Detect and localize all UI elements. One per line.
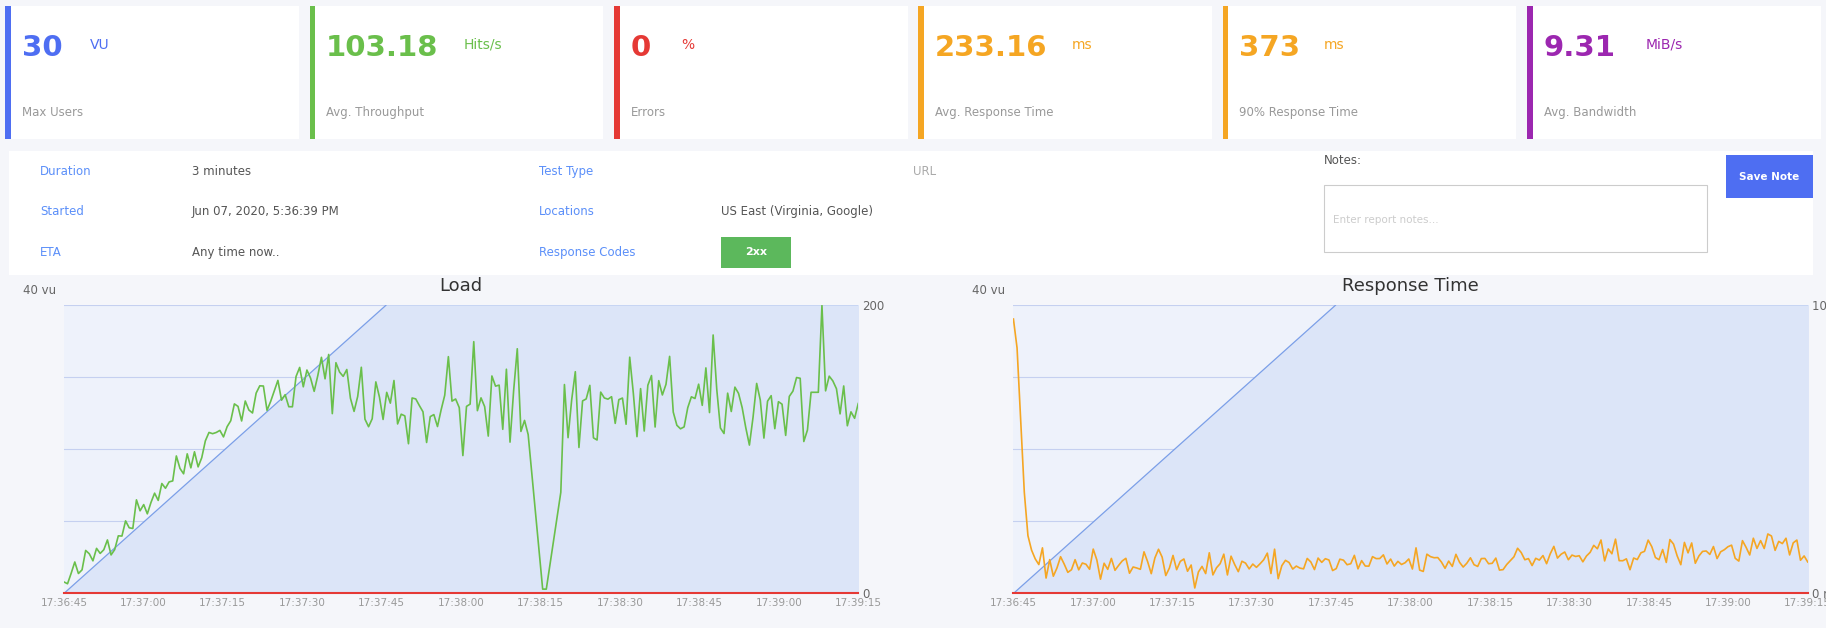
- Bar: [1223, 6, 1516, 139]
- Text: 0: 0: [630, 34, 650, 62]
- Bar: [721, 237, 791, 268]
- Text: 3 minutes: 3 minutes: [192, 165, 250, 178]
- Title: Response Time: Response Time: [1342, 277, 1479, 295]
- Text: MiB/s: MiB/s: [1645, 38, 1684, 51]
- Text: Locations: Locations: [539, 205, 595, 219]
- Bar: [614, 6, 619, 139]
- Bar: [5, 6, 299, 139]
- Text: 373: 373: [1240, 34, 1300, 62]
- Text: Started: Started: [40, 205, 84, 219]
- Text: Avg. Response Time: Avg. Response Time: [935, 106, 1054, 119]
- Bar: [5, 6, 11, 139]
- Text: 30: 30: [22, 34, 62, 62]
- Text: 9.31: 9.31: [1543, 34, 1616, 62]
- Text: Jun 07, 2020, 5:36:39 PM: Jun 07, 2020, 5:36:39 PM: [192, 205, 340, 219]
- Text: ms: ms: [1324, 38, 1344, 51]
- Text: 90% Response Time: 90% Response Time: [1240, 106, 1359, 119]
- Bar: [1324, 185, 1707, 252]
- Text: Duration: Duration: [40, 165, 91, 178]
- Text: Any time now..: Any time now..: [192, 246, 279, 259]
- Bar: [1527, 6, 1821, 139]
- Bar: [614, 6, 908, 139]
- Text: VU: VU: [89, 38, 110, 51]
- Text: Avg. Throughput: Avg. Throughput: [327, 106, 424, 119]
- Text: Notes:: Notes:: [1324, 154, 1362, 167]
- Bar: [1527, 6, 1532, 139]
- Text: 40 vu: 40 vu: [973, 284, 1006, 298]
- Bar: [310, 6, 316, 139]
- Text: US East (Virginia, Google): US East (Virginia, Google): [721, 205, 873, 219]
- Text: %: %: [681, 38, 694, 51]
- Text: Test Type: Test Type: [539, 165, 593, 178]
- Text: URL: URL: [913, 165, 937, 178]
- Text: Errors: Errors: [630, 106, 666, 119]
- Text: Hits/s: Hits/s: [464, 38, 502, 51]
- Text: 2xx: 2xx: [745, 247, 767, 257]
- Text: Enter report notes...: Enter report notes...: [1333, 215, 1439, 225]
- Title: Load: Load: [440, 277, 482, 295]
- Bar: [918, 6, 924, 139]
- Text: Response Codes: Response Codes: [539, 246, 635, 259]
- Text: ETA: ETA: [40, 246, 62, 259]
- Bar: [918, 6, 1212, 139]
- Text: ms: ms: [1072, 38, 1092, 51]
- Bar: [310, 6, 603, 139]
- Text: 40 vu: 40 vu: [24, 284, 57, 298]
- Bar: [1726, 155, 1813, 198]
- Text: 233.16: 233.16: [935, 34, 1048, 62]
- Text: 103.18: 103.18: [327, 34, 438, 62]
- Text: Avg. Bandwidth: Avg. Bandwidth: [1543, 106, 1636, 119]
- Text: Max Users: Max Users: [22, 106, 82, 119]
- Text: Save Note: Save Note: [1740, 172, 1799, 182]
- Bar: [1223, 6, 1229, 139]
